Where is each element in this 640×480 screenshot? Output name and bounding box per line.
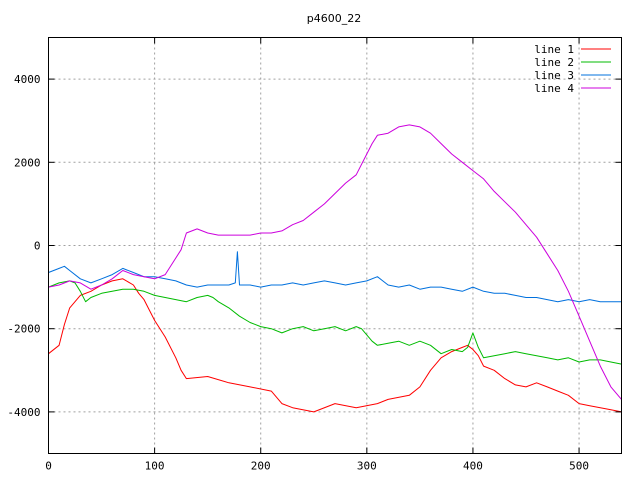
- chart-title: p4600_22: [307, 12, 361, 25]
- x-tick-label: 0: [45, 460, 52, 473]
- y-tick-label: 0: [34, 240, 41, 253]
- y-tick-label: 4000: [14, 73, 41, 86]
- x-tick-label: 300: [357, 460, 377, 473]
- plot-series: [48, 124, 622, 413]
- series-line-4: [48, 124, 622, 400]
- series-line-3: [48, 251, 622, 303]
- legend-label-line-3: line 3: [534, 69, 574, 82]
- axes: 0 100 200 300 400 500 -4000 -2000 0 2000 4000: [7, 37, 622, 473]
- legend-label-line-4: line 4: [534, 82, 574, 95]
- x-tick-label: 500: [569, 460, 589, 473]
- x-tick-label: 200: [251, 460, 271, 473]
- x-tick-label: 400: [463, 460, 483, 473]
- y-tick-label: -2000: [7, 323, 40, 336]
- y-tick-label: 2000: [14, 156, 41, 169]
- grid: [48, 37, 622, 454]
- y-tick-label: -4000: [7, 406, 40, 419]
- series-line-2: [48, 280, 622, 365]
- legend-label-line-2: line 2: [534, 56, 574, 69]
- series-line-1: [48, 278, 622, 413]
- legend-label-line-1: line 1: [534, 43, 574, 56]
- x-tick-label: 100: [145, 460, 165, 473]
